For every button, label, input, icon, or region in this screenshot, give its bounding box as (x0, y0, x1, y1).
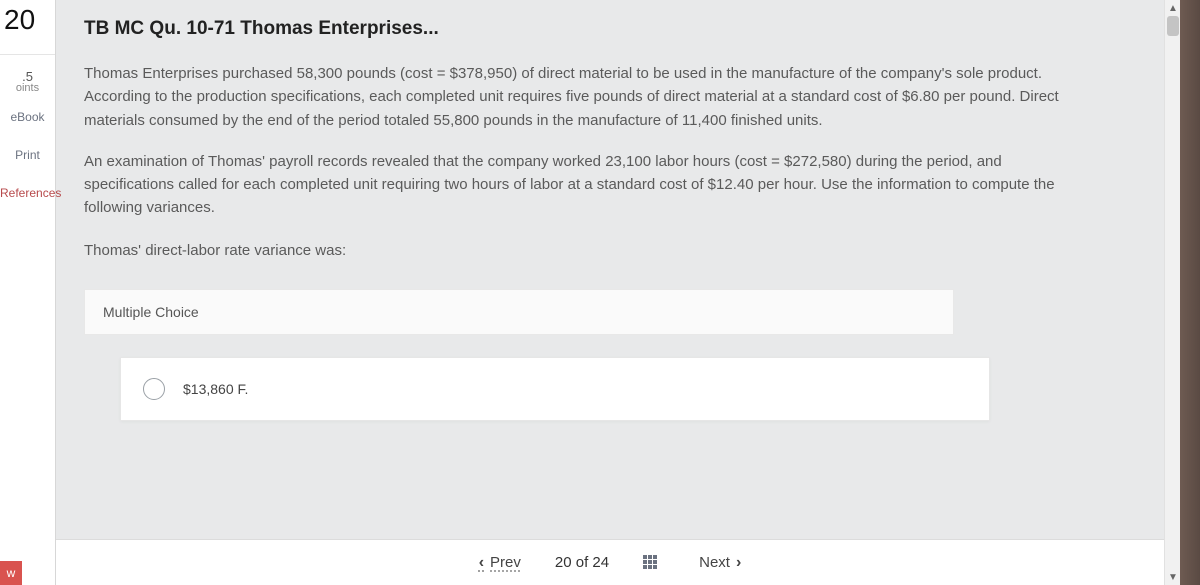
question-title: TB MC Qu. 10-71 Thomas Enterprises... (84, 0, 1144, 62)
nav-current: 20 (555, 554, 572, 571)
points-block: .5 oints (0, 55, 55, 98)
chevron-left-icon: ‹ (479, 554, 484, 572)
grid-icon (643, 555, 659, 571)
nav-total: 24 (592, 554, 609, 571)
nav-counter: 20 of 24 (555, 554, 609, 571)
prev-label: Prev (490, 554, 521, 571)
page-root: 20 .5 oints eBook Print References w TB … (0, 0, 1200, 585)
question-number: 20 (0, 0, 55, 55)
nav-of: of (576, 554, 589, 571)
scroll-thumb[interactable] (1167, 16, 1179, 36)
right-edge-band (1180, 0, 1200, 585)
question-grid-button[interactable] (637, 551, 665, 575)
next-button[interactable]: Next › (693, 550, 747, 576)
multiple-choice-header: Multiple Choice (84, 289, 954, 335)
points-label: oints (0, 82, 55, 94)
sidebar: 20 .5 oints eBook Print References w (0, 0, 56, 585)
question-paragraph-2: An examination of Thomas' payroll record… (84, 150, 1084, 220)
mc-option-1-label: $13,860 F. (183, 381, 248, 397)
scroll-down-icon[interactable]: ▼ (1165, 569, 1181, 585)
print-link[interactable]: Print (0, 136, 55, 174)
ebook-link[interactable]: eBook (0, 98, 55, 136)
mc-option-1[interactable]: $13,860 F. (120, 357, 990, 421)
scroll-up-icon[interactable]: ▲ (1165, 0, 1181, 16)
main-content: TB MC Qu. 10-71 Thomas Enterprises... Th… (56, 0, 1164, 585)
references-link[interactable]: References (0, 174, 55, 212)
next-label: Next (699, 554, 730, 571)
question-prompt: Thomas' direct-labor rate variance was: (84, 242, 1144, 259)
bottom-nav: ‹ Prev 20 of 24 Next › (56, 539, 1164, 585)
prev-button[interactable]: ‹ Prev (473, 550, 527, 576)
radio-icon[interactable] (143, 378, 165, 400)
question-paragraph-1: Thomas Enterprises purchased 58,300 poun… (84, 62, 1084, 132)
vertical-scrollbar[interactable]: ▲ ▼ (1164, 0, 1180, 585)
chevron-right-icon: › (736, 554, 741, 572)
red-corner-tab[interactable]: w (0, 561, 22, 585)
